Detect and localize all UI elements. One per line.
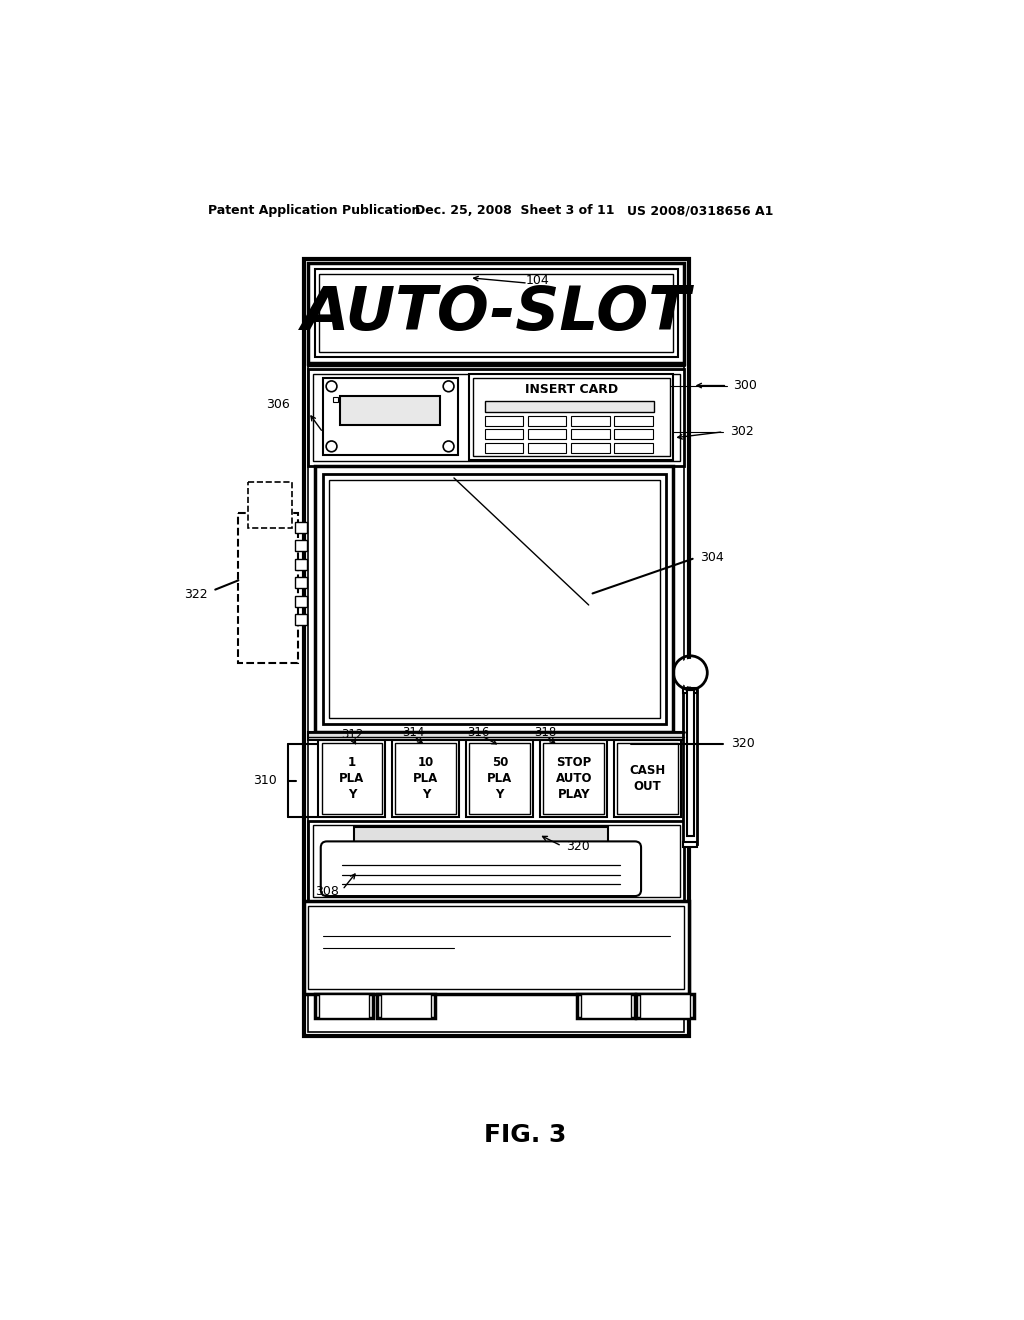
Bar	[528, 429, 566, 440]
Bar	[295, 614, 307, 626]
Bar	[248, 482, 292, 528]
Bar	[318, 739, 385, 817]
Bar	[617, 743, 678, 813]
Bar	[308, 906, 684, 989]
Bar	[469, 743, 530, 813]
Bar	[528, 442, 566, 453]
Bar	[330, 480, 659, 718]
Bar	[395, 743, 457, 813]
Circle shape	[677, 659, 705, 686]
Bar	[484, 429, 523, 440]
Bar	[484, 442, 523, 453]
Text: 308: 308	[315, 884, 339, 898]
Bar	[637, 994, 694, 1019]
Bar	[304, 259, 689, 1036]
Bar	[314, 269, 678, 356]
Bar	[308, 263, 684, 1032]
Bar	[686, 689, 694, 836]
Text: CASH
OUT: CASH OUT	[630, 764, 666, 793]
Text: STOP
AUTO
PLAY: STOP AUTO PLAY	[555, 756, 592, 801]
Text: 304: 304	[700, 550, 724, 564]
Bar	[295, 558, 307, 570]
Text: 50
PLA
Y: 50 PLA Y	[487, 756, 512, 801]
Bar	[614, 416, 652, 426]
Text: INSERT CARD: INSERT CARD	[525, 383, 618, 396]
Bar	[614, 739, 681, 817]
Bar	[323, 474, 666, 725]
Bar	[308, 370, 684, 466]
Bar	[319, 275, 674, 352]
Bar	[571, 442, 609, 453]
Bar	[614, 442, 652, 453]
Text: 318: 318	[534, 726, 556, 739]
Text: 306: 306	[266, 399, 290, 412]
Bar	[640, 994, 690, 1019]
Bar	[313, 374, 680, 461]
Text: FIG. 3: FIG. 3	[483, 1123, 566, 1147]
Text: 312: 312	[341, 727, 364, 741]
Text: Patent Application Publication: Patent Application Publication	[208, 205, 420, 218]
Bar	[295, 577, 307, 589]
FancyBboxPatch shape	[321, 841, 641, 896]
Bar	[381, 994, 431, 1019]
Bar	[469, 374, 674, 461]
Bar	[308, 263, 684, 363]
Bar	[473, 378, 670, 457]
Bar	[239, 512, 298, 663]
Bar	[571, 429, 609, 440]
Bar	[295, 540, 307, 552]
Text: Dec. 25, 2008  Sheet 3 of 11: Dec. 25, 2008 Sheet 3 of 11	[416, 205, 615, 218]
Bar	[315, 466, 674, 733]
Text: 10
PLA
Y: 10 PLA Y	[414, 756, 438, 801]
Text: 322: 322	[184, 589, 208, 602]
Bar	[315, 994, 373, 1019]
Bar	[683, 689, 697, 843]
Bar	[578, 994, 635, 1019]
Text: 104: 104	[525, 273, 549, 286]
Bar	[377, 994, 435, 1019]
Bar	[319, 994, 370, 1019]
Bar	[614, 429, 652, 440]
Text: 320: 320	[731, 737, 755, 750]
Bar	[541, 739, 607, 817]
Bar	[295, 521, 307, 532]
Bar	[683, 842, 697, 847]
Text: 320: 320	[565, 840, 590, 853]
Bar	[333, 397, 339, 403]
Text: 316: 316	[467, 726, 489, 739]
Bar	[484, 401, 654, 412]
Text: 310: 310	[253, 774, 276, 787]
Bar	[308, 733, 684, 739]
Bar	[466, 739, 534, 817]
Text: 300: 300	[733, 379, 758, 392]
Bar	[295, 595, 307, 607]
Bar	[322, 743, 382, 813]
Bar	[308, 821, 684, 902]
Text: 302: 302	[730, 425, 754, 438]
Text: US 2008/0318656 A1: US 2008/0318656 A1	[628, 205, 773, 218]
Text: 314: 314	[402, 726, 424, 739]
Bar	[323, 378, 458, 455]
Bar	[571, 416, 609, 426]
Bar	[392, 739, 460, 817]
Text: AUTO-SLOT: AUTO-SLOT	[302, 284, 691, 343]
Bar	[340, 396, 440, 425]
Bar	[581, 994, 631, 1019]
Bar	[304, 902, 689, 994]
Bar	[683, 688, 697, 693]
Text: 1
PLA
Y: 1 PLA Y	[339, 756, 365, 801]
Bar	[528, 416, 566, 426]
Bar	[313, 825, 680, 896]
Bar	[354, 826, 608, 843]
Bar	[484, 416, 523, 426]
Bar	[544, 743, 604, 813]
